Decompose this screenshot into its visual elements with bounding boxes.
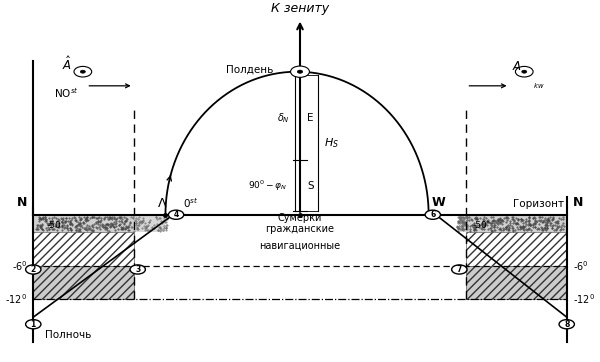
Text: -50': -50' bbox=[472, 220, 490, 230]
Circle shape bbox=[290, 66, 310, 77]
Circle shape bbox=[130, 265, 145, 274]
Text: N: N bbox=[572, 197, 583, 210]
Polygon shape bbox=[466, 232, 567, 266]
Polygon shape bbox=[466, 266, 567, 299]
Text: Сумерки
гражданские: Сумерки гражданские bbox=[266, 213, 335, 234]
Text: E: E bbox=[307, 113, 314, 123]
Polygon shape bbox=[33, 266, 134, 299]
Text: Полдень: Полдень bbox=[226, 65, 274, 75]
Text: 1: 1 bbox=[31, 320, 36, 329]
Polygon shape bbox=[460, 215, 466, 232]
Text: -50': -50' bbox=[46, 220, 64, 230]
Text: навигационные: навигационные bbox=[259, 241, 341, 251]
Circle shape bbox=[26, 320, 41, 329]
Text: 6: 6 bbox=[430, 210, 436, 219]
Circle shape bbox=[425, 210, 440, 219]
Text: 0$^{st}$: 0$^{st}$ bbox=[183, 197, 199, 210]
Text: К зениту: К зениту bbox=[271, 2, 329, 15]
Polygon shape bbox=[33, 232, 134, 266]
Text: Λ: Λ bbox=[158, 198, 167, 210]
Text: $\hat{A}$: $\hat{A}$ bbox=[62, 55, 72, 73]
Text: -12$^0$: -12$^0$ bbox=[5, 292, 28, 306]
Text: $90^0-\varphi_N$: $90^0-\varphi_N$ bbox=[248, 178, 287, 193]
Circle shape bbox=[452, 265, 467, 274]
Text: 7: 7 bbox=[457, 265, 462, 274]
Text: 5: 5 bbox=[298, 67, 302, 76]
Circle shape bbox=[74, 66, 92, 77]
Text: -12$^0$: -12$^0$ bbox=[572, 292, 595, 306]
Polygon shape bbox=[134, 215, 166, 232]
Polygon shape bbox=[466, 215, 567, 232]
Text: 3: 3 bbox=[135, 265, 140, 274]
Text: $\delta_N$: $\delta_N$ bbox=[277, 111, 289, 125]
Text: Полночь: Полночь bbox=[45, 329, 91, 340]
Text: -6$^0$: -6$^0$ bbox=[572, 259, 589, 273]
Text: 8: 8 bbox=[564, 320, 569, 329]
Text: W: W bbox=[431, 197, 445, 210]
Circle shape bbox=[522, 70, 527, 73]
Circle shape bbox=[169, 210, 184, 219]
Circle shape bbox=[80, 70, 85, 73]
Text: -6$^0$: -6$^0$ bbox=[11, 259, 28, 273]
Text: $A$: $A$ bbox=[512, 60, 522, 73]
Text: N: N bbox=[17, 197, 28, 210]
Text: $_{kw}$: $_{kw}$ bbox=[533, 81, 545, 91]
Text: S: S bbox=[307, 181, 314, 191]
Text: 2: 2 bbox=[31, 265, 36, 274]
Circle shape bbox=[26, 265, 41, 274]
Text: NO$^{st}$: NO$^{st}$ bbox=[55, 86, 79, 100]
Circle shape bbox=[559, 320, 574, 329]
Circle shape bbox=[292, 67, 308, 77]
Polygon shape bbox=[33, 215, 134, 232]
Text: 4: 4 bbox=[173, 210, 179, 219]
Circle shape bbox=[515, 66, 533, 77]
Text: Горизонт: Горизонт bbox=[513, 199, 564, 210]
Circle shape bbox=[298, 70, 302, 73]
Text: $H_S$: $H_S$ bbox=[323, 136, 338, 150]
